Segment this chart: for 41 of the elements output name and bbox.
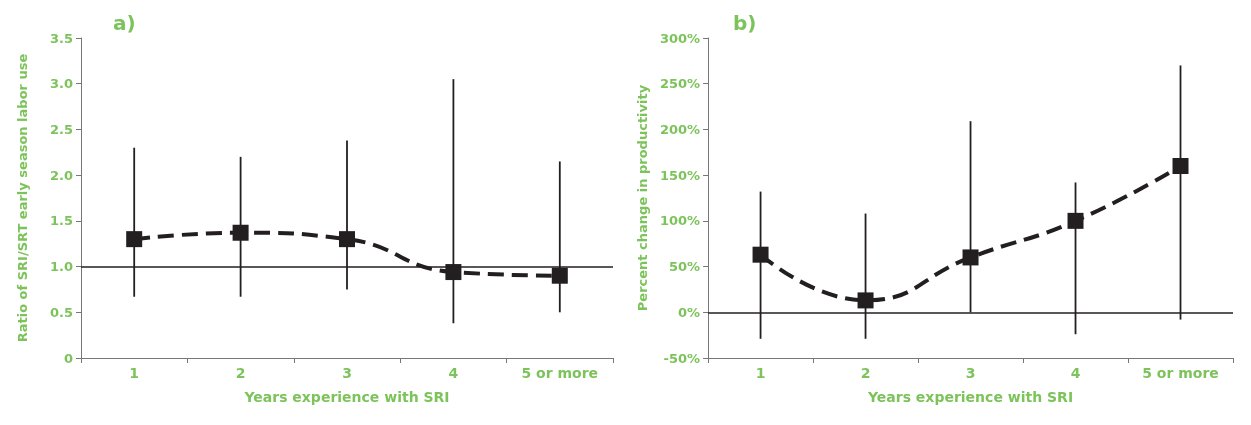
y-tick-label: 200%	[659, 121, 701, 137]
y-tick-label: 2.5	[49, 121, 73, 137]
y-tick-label: 0	[63, 350, 73, 366]
x-tick-label: 3	[965, 365, 976, 381]
point	[752, 246, 769, 263]
x-tick-label: 5 or more	[1142, 365, 1219, 381]
point	[232, 224, 249, 241]
x-tick-label: 4	[1070, 365, 1081, 381]
x-axis-title: Years experience with SRI	[243, 389, 450, 405]
x-tick-label: 2	[235, 365, 246, 381]
y-tick-label: 150%	[659, 167, 701, 183]
y-tick-label: 3.5	[49, 30, 73, 46]
point	[126, 231, 143, 248]
y-tick-label: 0%	[677, 304, 701, 320]
point	[962, 249, 979, 266]
x-tick-label: 5 or more	[521, 365, 599, 381]
point	[551, 267, 568, 284]
chart-title: b)	[733, 11, 757, 35]
x-tick-label: 4	[448, 365, 459, 381]
point	[1067, 212, 1084, 229]
y-tick-label: 0.5	[49, 304, 73, 320]
x-axis-title: Years experience with SRI	[866, 389, 1074, 405]
y-axis-title: Percent change in productivity	[635, 84, 650, 312]
x-tick-label: 2	[860, 365, 871, 381]
point	[1172, 158, 1189, 174]
y-tick-label: 100%	[659, 213, 701, 229]
y-tick-label: 50%	[668, 259, 701, 275]
y-tick-label: 300%	[659, 30, 701, 46]
x-tick-label: 3	[342, 365, 352, 381]
y-tick-label: 250%	[659, 76, 701, 92]
y-tick-label: 3.0	[49, 76, 73, 92]
y-tick-label: 1.0	[49, 259, 73, 275]
y-tick-label: -50%	[663, 350, 701, 366]
point	[857, 292, 874, 309]
y-tick-label: 1.5	[49, 213, 73, 229]
y-tick-label: 2.0	[49, 167, 73, 183]
y-axis-title: Ratio of SRI/SRT early season labor use	[15, 53, 30, 343]
chart-title: a)	[113, 11, 136, 35]
point	[339, 231, 355, 248]
x-tick-label: 1	[129, 365, 140, 381]
x-tick-label: 1	[755, 365, 766, 381]
